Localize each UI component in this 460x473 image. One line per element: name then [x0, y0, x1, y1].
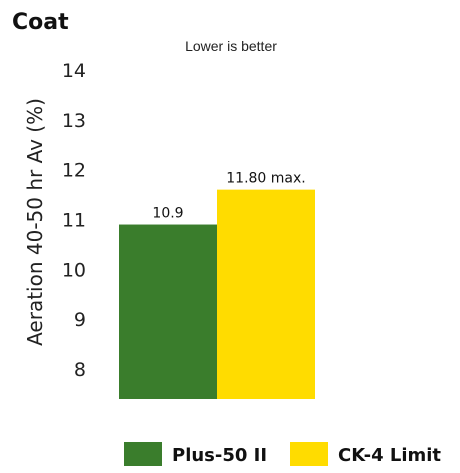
chart-subtitle: Lower is better: [185, 38, 277, 54]
y-axis-label: Aeration 40-50 hr Av (%): [23, 98, 47, 346]
y-tick-label: 10: [62, 259, 86, 281]
bar-data-label: 11.80 max.: [226, 171, 305, 187]
chart-title: Coat: [12, 10, 69, 35]
y-tick-label: 11: [62, 210, 86, 232]
y-tick-label: 9: [74, 309, 86, 331]
y-tick-label: 13: [62, 110, 86, 132]
y-tick-label: 14: [62, 60, 86, 82]
bar: [119, 224, 217, 399]
legend-label: Plus-50 II: [172, 445, 267, 466]
data-labels: 10.9 11.80 max.: [152, 171, 305, 222]
bar: [217, 189, 315, 399]
legend-swatch: [124, 442, 162, 466]
legend-swatch: [290, 442, 328, 466]
legend-label: CK-4 Limit: [338, 445, 441, 466]
y-tick-label: 12: [62, 160, 86, 182]
bars: [119, 189, 315, 399]
bar-data-label: 10.9: [152, 206, 183, 222]
legend: Plus-50 II CK-4 Limit: [124, 442, 441, 466]
y-tick-label: 8: [74, 359, 86, 381]
y-axis-ticks: 8 9 10 11 12 13 14: [62, 60, 86, 381]
